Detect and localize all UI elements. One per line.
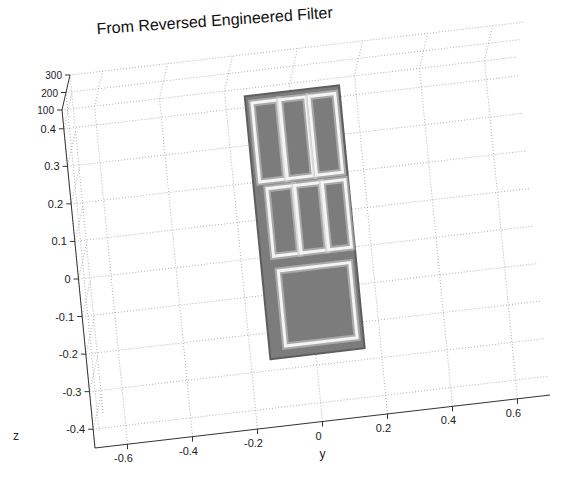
- y-tick: [452, 406, 453, 411]
- y-axis-line: [95, 395, 550, 448]
- outline: [278, 263, 357, 346]
- z-tick-label: -0.2: [59, 348, 78, 360]
- z-tick-label: -0.3: [63, 386, 82, 398]
- outline: [309, 93, 343, 175]
- y-tick-label: 0.6: [506, 407, 521, 419]
- z-tick-label: 0: [64, 273, 70, 285]
- outline-glow: [309, 93, 343, 175]
- grid-line: [160, 64, 193, 437]
- z-tick-label: -0.1: [55, 311, 74, 323]
- title: From Reversed Engineered Filter: [96, 4, 334, 38]
- plot-area: [245, 85, 365, 359]
- grid: [62, 22, 548, 448]
- z-tick: [88, 429, 93, 430]
- z-tick-label: 0.4: [41, 123, 56, 135]
- grid-line: [420, 33, 453, 406]
- z-tick-label: 0.2: [48, 198, 63, 210]
- z-tick-label: -0.4: [66, 423, 85, 435]
- y-tick-label: 0.4: [441, 414, 456, 426]
- y-tick-label: -0.4: [179, 445, 198, 457]
- z-tick: [74, 279, 79, 280]
- z-tick: [85, 391, 90, 392]
- y-tick-label: 0: [315, 430, 321, 442]
- y-tick: [192, 437, 193, 442]
- y-tick: [387, 414, 388, 419]
- x-tick: [65, 75, 70, 76]
- grid-line: [62, 57, 517, 448]
- outline: [322, 180, 351, 250]
- z-tick: [59, 128, 64, 129]
- x-tick: [57, 110, 62, 111]
- grid-line: [70, 22, 525, 413]
- board: [245, 85, 365, 359]
- outline-glow: [322, 180, 351, 250]
- z-tick-label: 0.1: [52, 235, 67, 247]
- ticks: -0.6 -0.4 -0.2 0 0.2 0.4 0.6 -0.4 -0.3 -0.2 -0.1 0 0…: [37, 70, 521, 464]
- grid-line: [95, 71, 128, 444]
- z-tick: [81, 354, 86, 355]
- axes: [62, 75, 550, 448]
- chart: -0.6 -0.4 -0.2 0 0.2 0.4 0.6 -0.4 -0.3 -0.2 -0.1 0 0…: [0, 0, 571, 484]
- z-tick: [63, 166, 68, 167]
- x-tick: [61, 92, 66, 93]
- y-tick: [322, 422, 323, 427]
- y-tick: [517, 399, 518, 404]
- grid-line: [485, 26, 518, 399]
- y-axis-title: y: [320, 447, 326, 461]
- z-tick-label: 0.3: [44, 160, 59, 172]
- x-tick-label: 100: [37, 105, 54, 116]
- z-axis-title: z: [13, 429, 19, 443]
- x-tick-label: 300: [45, 70, 62, 81]
- x-axis-line: [62, 75, 70, 110]
- x-tick-label: 200: [41, 88, 58, 99]
- y-tick-label: 0.2: [376, 422, 391, 434]
- grid-line: [66, 40, 521, 431]
- z-axis-line: [62, 110, 95, 448]
- y-tick-label: -0.2: [244, 437, 263, 449]
- outline-glow: [278, 263, 357, 346]
- z-tick: [77, 316, 82, 317]
- z-tick: [66, 203, 71, 204]
- y-tick-label: -0.6: [114, 452, 133, 464]
- grid-line: [355, 41, 388, 414]
- z-tick: [70, 241, 75, 242]
- y-tick: [127, 444, 128, 449]
- y-tick: [257, 429, 258, 434]
